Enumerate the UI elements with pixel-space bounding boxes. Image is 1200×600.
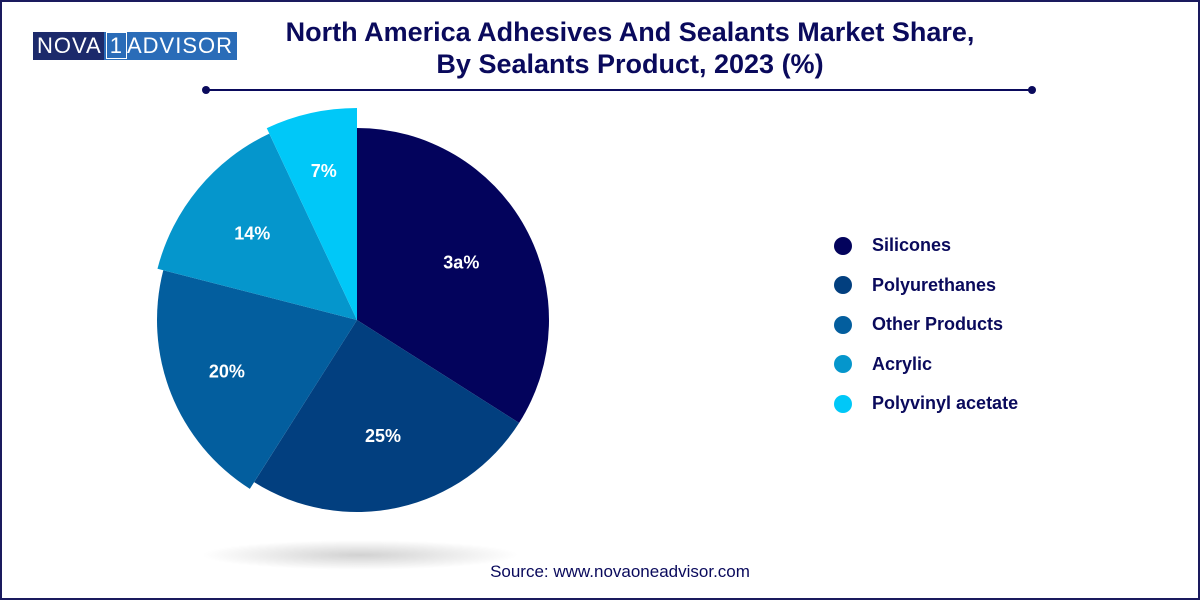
- legend-swatch: [834, 315, 852, 334]
- legend-item: Polyurethanes: [834, 266, 1018, 306]
- legend-swatch: [834, 355, 852, 374]
- legend-label: Polyvinyl acetate: [872, 393, 1019, 414]
- legend: Silicones Polyurethanes Other Products Acry…: [834, 226, 1018, 424]
- logo: NOVA 1 ADVISOR: [33, 32, 237, 60]
- legend-item: Polyvinyl acetate: [834, 384, 1018, 424]
- legend-label: Acrylic: [872, 353, 933, 374]
- pie-slice-polyvinyl-acetate: [266, 108, 357, 320]
- logo-part-advisor: 1 ADVISOR: [103, 32, 237, 60]
- logo-part-nova: NOVA: [33, 32, 104, 60]
- legend-item: Acrylic: [834, 345, 1018, 385]
- legend-swatch: [834, 276, 852, 295]
- legend-swatch: [834, 236, 852, 255]
- legend-item: Other Products: [834, 305, 1018, 345]
- title-line-2: By Sealants Product, 2023 (%): [436, 49, 824, 79]
- slice-label: 14%: [234, 223, 270, 243]
- logo-part-one: 1: [105, 32, 127, 59]
- slice-label: 7%: [311, 161, 337, 181]
- slice-label: 25%: [365, 426, 401, 446]
- chart-title: North America Adhesives And Sealants Mar…: [230, 16, 1030, 80]
- pie-slice-acrylic: [157, 133, 357, 320]
- legend-item: Silicones: [834, 226, 1018, 266]
- legend-label: Polyurethanes: [872, 274, 997, 295]
- legend-label: Silicones: [872, 235, 952, 256]
- pie-shadow: [200, 540, 520, 570]
- slice-label: 3a%: [443, 253, 479, 273]
- pie-slice-polyurethanes: [254, 320, 520, 512]
- legend-label: Other Products: [872, 314, 1004, 335]
- pie-slice-other-products: [157, 270, 357, 489]
- source-text: Source: www.novaoneadvisor.com: [490, 562, 750, 581]
- title-line-1: North America Adhesives And Sealants Mar…: [285, 17, 975, 47]
- title-divider: [202, 86, 1036, 94]
- pie-slice-silicones: [357, 128, 550, 423]
- slice-label: 20%: [209, 362, 245, 382]
- logo-part-advisor-text: ADVISOR: [126, 33, 233, 58]
- pie-chart: 3a% 25% 20% 14% 7%: [157, 108, 550, 512]
- legend-swatch: [834, 394, 852, 413]
